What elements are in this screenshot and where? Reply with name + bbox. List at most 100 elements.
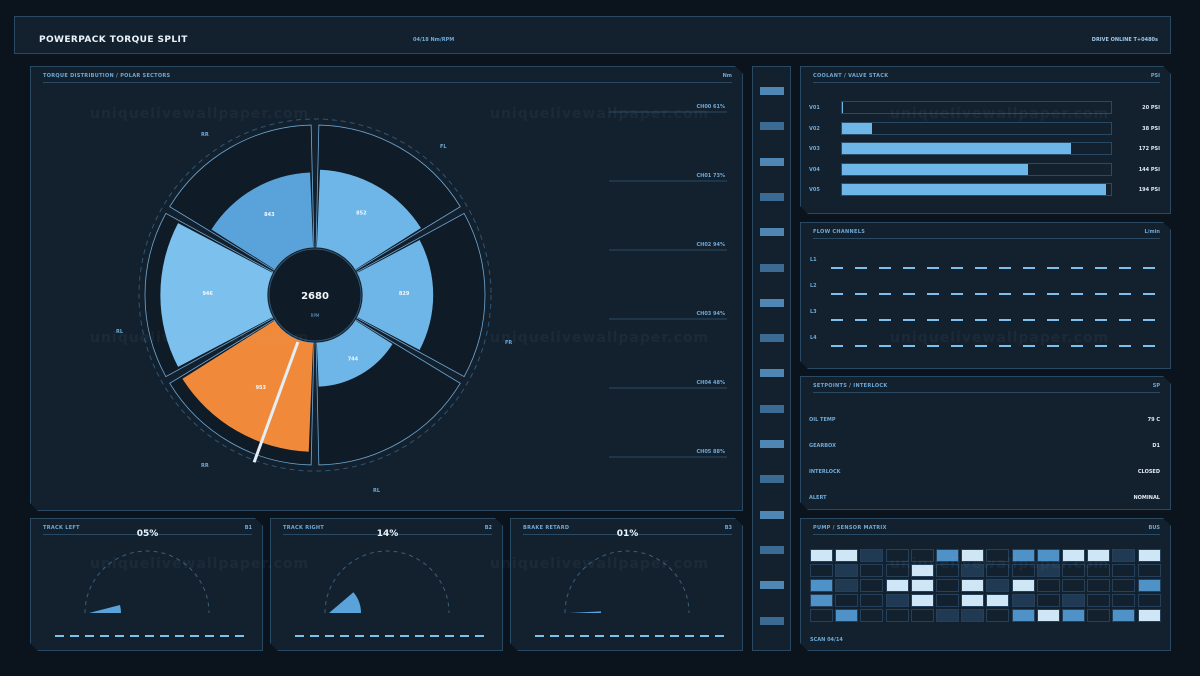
matrix-cell (1138, 594, 1161, 607)
channel-readout: CH00 61% (696, 104, 725, 110)
matrix-cell (1138, 579, 1161, 592)
matrix-cell (1037, 549, 1060, 562)
gauge-title: BRAKE RETARD (523, 525, 570, 531)
setpoint-value: NOMINAL (1133, 495, 1160, 501)
matrix-cell (810, 609, 833, 622)
sector-852 (317, 170, 421, 270)
matrix-cell (810, 579, 833, 592)
matrix-cell (1062, 579, 1085, 592)
label-rr-top: RR (201, 132, 209, 138)
status-slot (760, 122, 784, 131)
channel-readout: CH01 73% (696, 173, 725, 179)
matrix-cell (936, 549, 959, 562)
matrix-cell (860, 579, 883, 592)
valve-bar-fill (842, 184, 1106, 195)
matrix-cell (810, 549, 833, 562)
valve-bar-fill (842, 102, 843, 113)
setpoints-tag: SP (1152, 383, 1160, 389)
matrix-panel: PUMP / SENSOR MATRIX BUS SCAN 04/14 (800, 518, 1171, 651)
status-slot (760, 369, 784, 378)
sector-value-label: 843 (264, 212, 275, 218)
gauge-tag: B2 (484, 525, 492, 531)
matrix-cell (810, 594, 833, 607)
status-slot (760, 510, 784, 519)
setpoint-value: CLOSED (1137, 469, 1160, 475)
header-units: 04/18 Nm/RPM (413, 37, 455, 43)
gauge-dial (271, 519, 504, 652)
status-slot (760, 87, 784, 95)
label-fl: FL (440, 144, 447, 150)
gauge-fill (569, 611, 601, 613)
matrix-cell (835, 579, 858, 592)
gauge-value: 01% (616, 529, 639, 539)
valve-label: V02 (809, 125, 820, 132)
valve-value: 38 PSI (1142, 125, 1160, 132)
matrix-cell (986, 579, 1009, 592)
valve-bar-track (841, 163, 1112, 176)
gauge-value: 05% (136, 529, 159, 539)
valve-bar-fill (842, 164, 1028, 175)
matrix-cell (911, 609, 934, 622)
gauge-title: TRACK LEFT (43, 525, 80, 531)
gauge-title: TRACK RIGHT (283, 525, 325, 531)
valve-value: 172 PSI (1138, 146, 1160, 153)
gauge-panel: TRACK RIGHT B2 14% (270, 518, 503, 651)
status-slot (760, 157, 784, 166)
matrix-cell (835, 564, 858, 577)
center-unit: RPM (311, 313, 320, 318)
matrix-cell (1087, 564, 1110, 577)
matrix-cell (1012, 549, 1035, 562)
sector-value-label: 744 (348, 357, 359, 363)
flow-dash-line (831, 293, 1158, 295)
matrix-cell (1087, 579, 1110, 592)
matrix-cell (1112, 594, 1135, 607)
matrix-cell (961, 564, 984, 577)
matrix-cell (936, 609, 959, 622)
flow-dash-line (831, 267, 1158, 269)
matrix-cell (886, 564, 909, 577)
matrix-cell (1138, 609, 1161, 622)
matrix-cell (1012, 579, 1035, 592)
gauge-fill (89, 605, 121, 613)
setpoints-panel: SETPOINTS / INTERLOCK SP OIL TEMP 79 C GEA… (800, 376, 1171, 510)
status-slot (760, 192, 784, 201)
matrix-cell (936, 594, 959, 607)
setpoint-label: GEARBOX (809, 443, 836, 449)
gauge-fill (329, 592, 361, 613)
flow-unit: L/min (1144, 229, 1160, 235)
matrix-cell (986, 609, 1009, 622)
center-rpm-value: 2680 (301, 291, 329, 302)
polar-panel: TORQUE DISTRIBUTION / POLAR SECTORS Nm 8… (30, 66, 743, 511)
flow-title: FLOW CHANNELS (813, 229, 866, 235)
matrix-cell (986, 549, 1009, 562)
matrix-cell (886, 594, 909, 607)
setpoint-label: INTERLOCK (809, 469, 841, 475)
status-slot (760, 263, 784, 272)
valve-label: V05 (809, 187, 820, 194)
status-readout: DRIVE ONLINE T+0480s (1091, 37, 1158, 43)
valve-bar-track (841, 142, 1112, 155)
valve-unit: PSI (1150, 73, 1160, 79)
matrix-cell (911, 579, 934, 592)
channel-readout: CH02 94% (696, 242, 725, 248)
valve-bar-fill (842, 123, 872, 134)
sector-946 (160, 223, 272, 367)
page-title: POWERPACK TORQUE SPLIT (39, 35, 188, 45)
sector-843 (211, 173, 313, 270)
status-slot (760, 298, 784, 307)
valve-value: 20 PSI (1142, 105, 1160, 111)
valve-value: 194 PSI (1138, 187, 1160, 194)
flow-row-label: L2 (810, 283, 817, 289)
matrix-cell (1062, 564, 1085, 577)
valve-bar-track (841, 183, 1112, 196)
channel-readout: CH04 48% (696, 380, 725, 386)
matrix-cell (936, 564, 959, 577)
setpoint-label: ALERT (809, 495, 827, 501)
matrix-cell (986, 594, 1009, 607)
matrix-cell (1138, 564, 1161, 577)
matrix-cell (1037, 609, 1060, 622)
matrix-cell (1112, 579, 1135, 592)
valve-label: V03 (809, 146, 820, 153)
matrix-cell (1087, 609, 1110, 622)
matrix-cell (1112, 564, 1135, 577)
